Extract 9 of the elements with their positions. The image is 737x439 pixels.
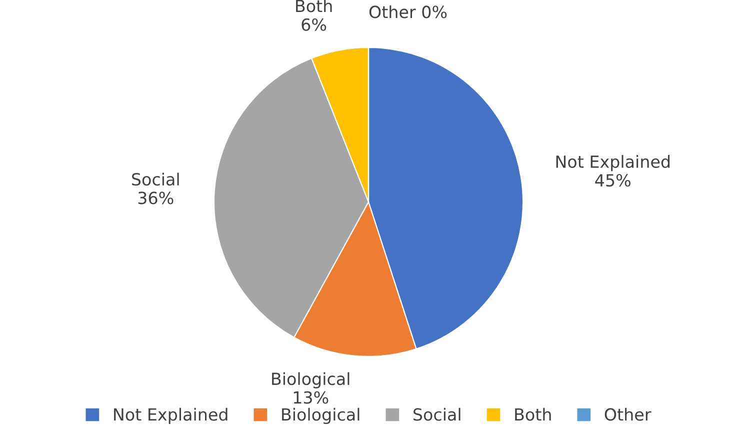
data-label: Biological 13% <box>272 372 350 404</box>
data-label: Social 36% <box>132 172 179 204</box>
text: Other 0% <box>369 5 447 18</box>
legend-label: Other <box>604 408 652 421</box>
legend-label: Both <box>515 408 551 421</box>
legend-label: Social <box>414 408 460 421</box>
legend-label: Not Explained <box>114 408 228 424</box>
legend-label: Biological <box>282 408 360 424</box>
data-label: Not Explained 45% <box>556 155 670 187</box>
